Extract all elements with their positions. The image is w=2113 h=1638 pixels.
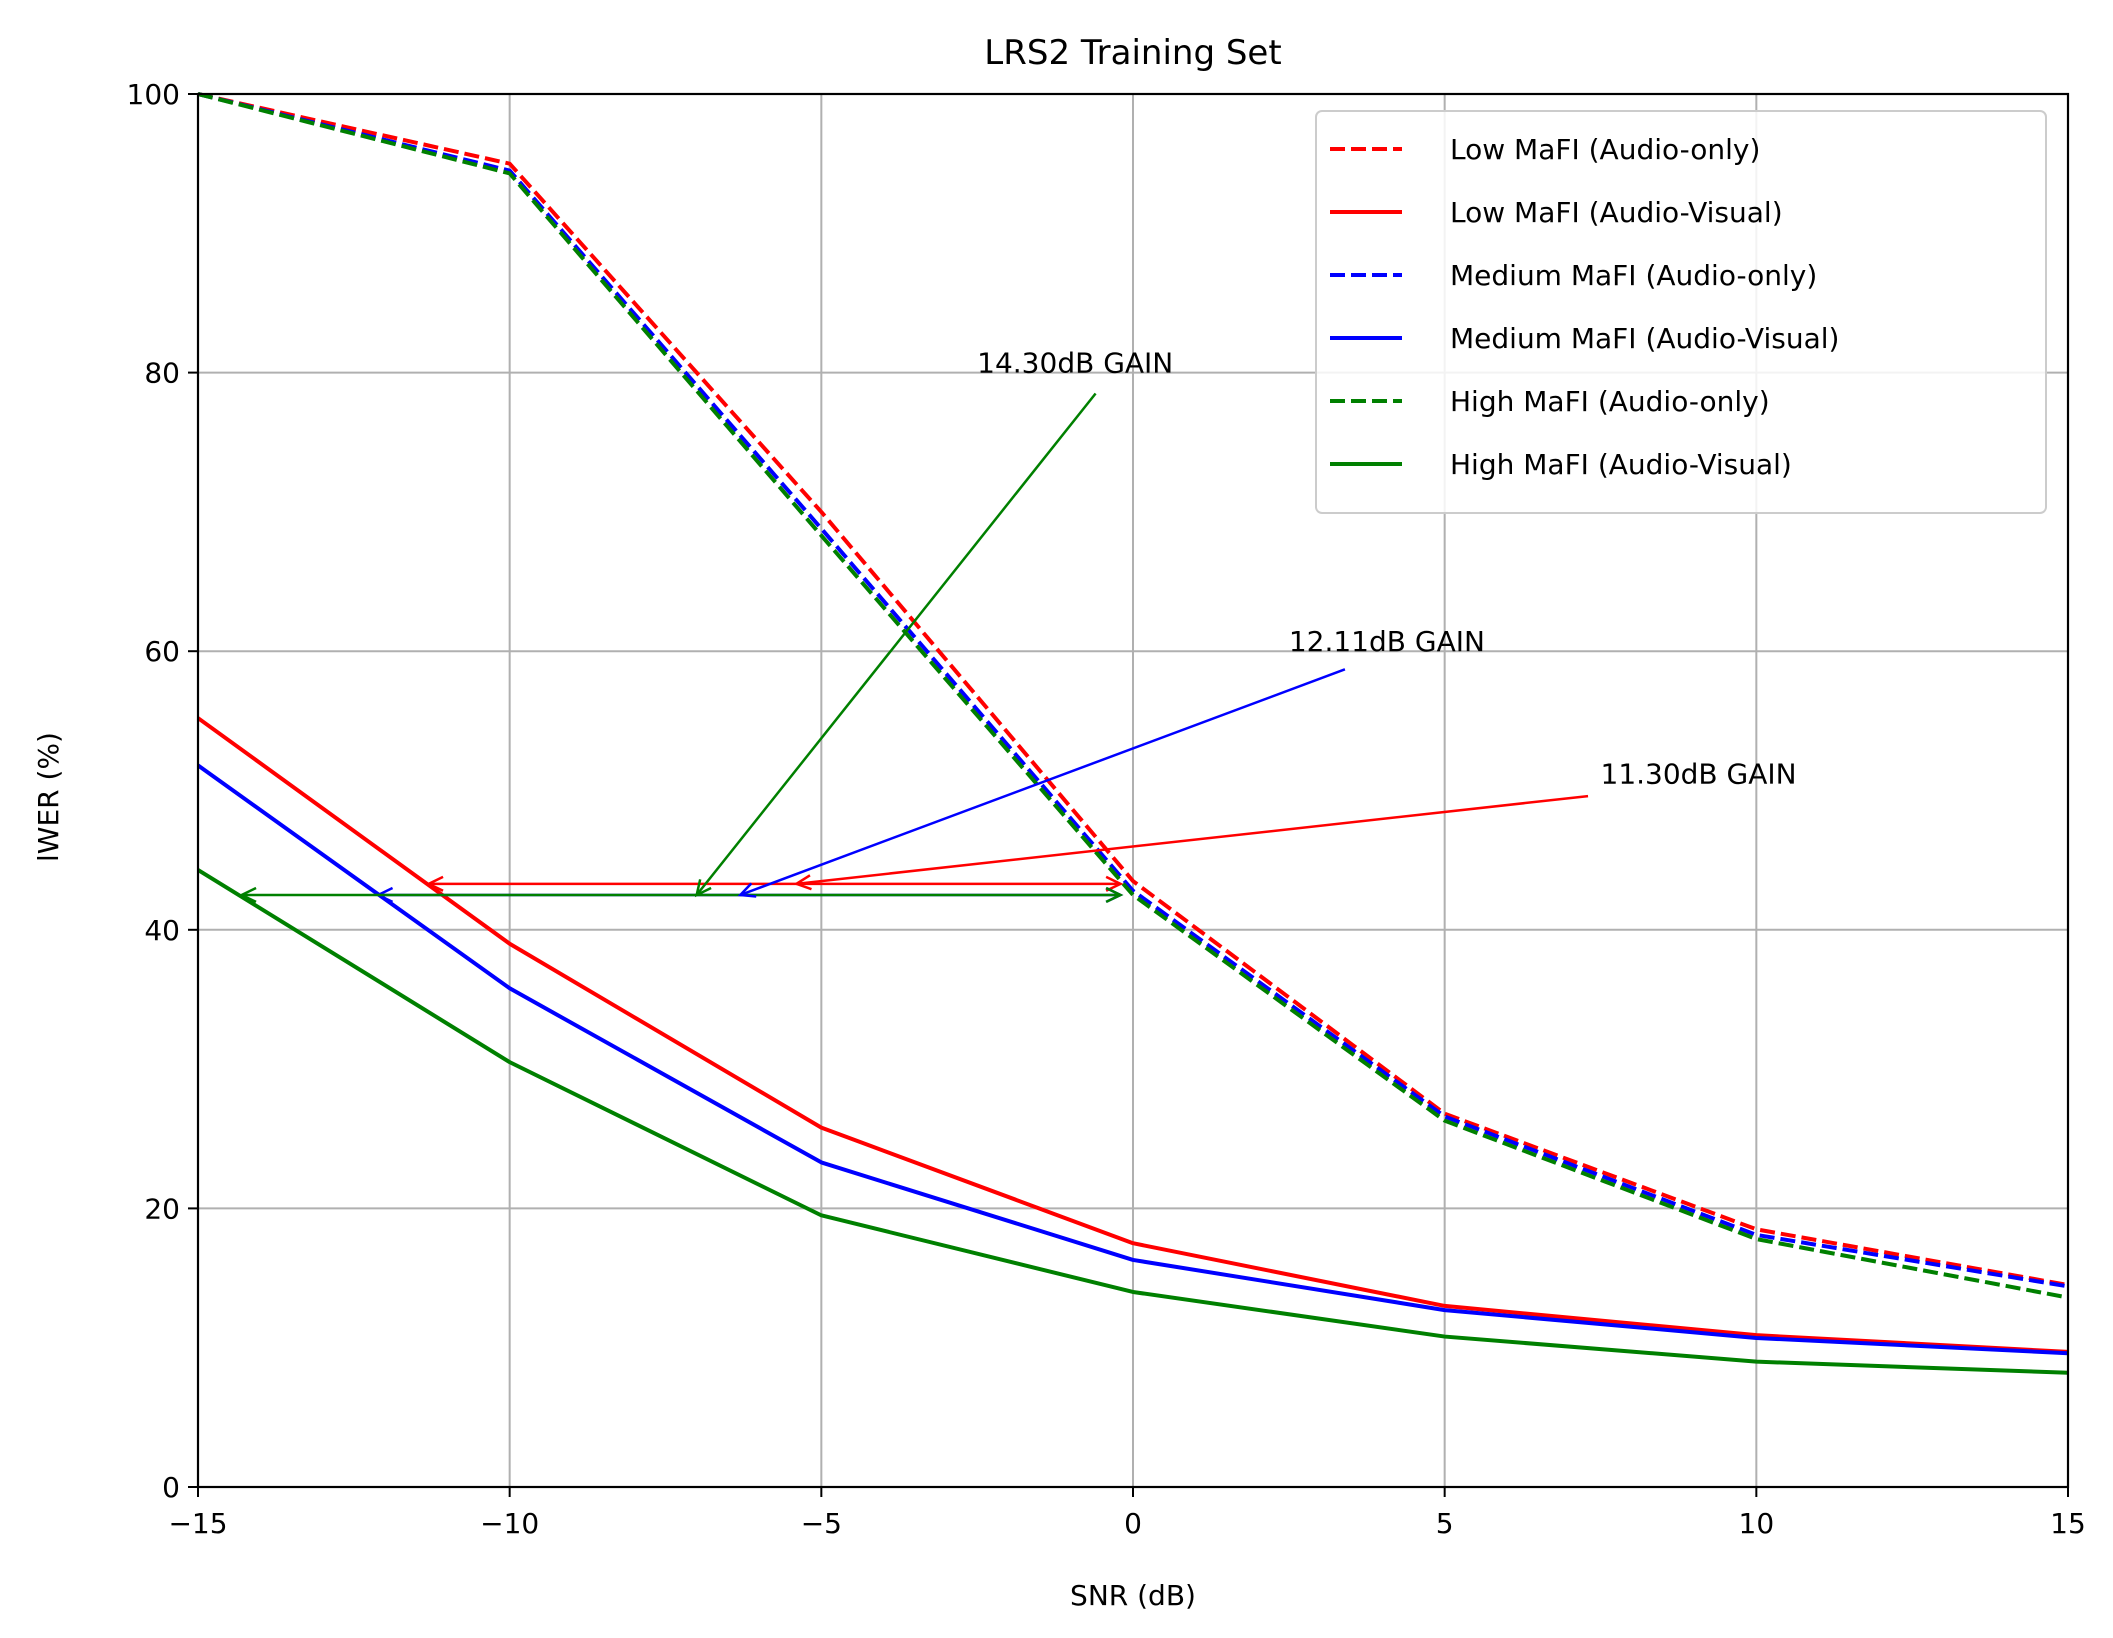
x-tick-label: 5 (1436, 1507, 1454, 1540)
annotation-pointer-line (695, 392, 1097, 896)
annotation-arrowhead (793, 874, 812, 891)
chart-title: LRS2 Training Set (984, 33, 1281, 73)
axis-ticks: −15 −10 −5 0 5 10 15 0 20 40 60 80 100 (127, 78, 2086, 1540)
legend-label-high-mafi-audio-visual: High MaFI (Audio-Visual) (1450, 448, 1792, 481)
x-tick-label: −5 (801, 1507, 842, 1540)
series-line-low-mafi-audio-only (197, 92, 2069, 1287)
legend-label-low-mafi-audio-only: Low MaFI (Audio-only) (1450, 133, 1760, 166)
legend-box (1315, 110, 2047, 514)
y-axis-label: lWER (%) (32, 732, 65, 862)
legend-label-low-mafi-audio-visual: Low MaFI (Audio-Visual) (1450, 196, 1783, 229)
annotation-label: 12.11dB GAIN (1289, 625, 1485, 658)
annotation-arrowhead (694, 879, 712, 898)
x-tick-label: −10 (480, 1507, 539, 1540)
gain-arrowhead (425, 875, 444, 892)
y-tick-label: 40 (144, 914, 180, 947)
gain-arrowhead (1105, 886, 1124, 904)
series-line-high-mafi-audio-visual (196, 868, 2069, 1375)
annotations: 14.30dB GAIN 12.11dB GAIN 11.30dB GAIN (238, 347, 1797, 904)
gain-arrowhead (1105, 875, 1124, 892)
annotation-pointer-line (739, 668, 1346, 897)
x-axis-label: SNR (dB) (1070, 1579, 1196, 1612)
x-tick-label: 10 (1739, 1507, 1775, 1540)
y-tick-label: 100 (127, 78, 180, 111)
legend-label-high-mafi-audio-only: High MaFI (Audio-only) (1450, 385, 1770, 418)
series-line-medium-mafi-audio-only (197, 92, 2069, 1289)
annotation-arrowhead (737, 882, 757, 898)
legend-label-medium-mafi-audio-only: Medium MaFI (Audio-only) (1450, 259, 1817, 292)
x-tick-label: 0 (1124, 1507, 1142, 1540)
legend-label-medium-mafi-audio-visual: Medium MaFI (Audio-Visual) (1450, 322, 1839, 355)
series-line-medium-mafi-audio-visual (196, 763, 2069, 1356)
y-tick-label: 60 (144, 635, 180, 668)
annotation-pointer-line (796, 794, 1589, 886)
annotation-label: 14.30dB GAIN (977, 347, 1173, 380)
y-tick-label: 80 (144, 357, 180, 390)
y-tick-label: 0 (162, 1471, 180, 1504)
series-line-high-mafi-audio-only (197, 92, 2069, 1300)
x-tick-label: −15 (168, 1507, 227, 1540)
gain-arrowhead (238, 886, 257, 904)
y-tick-label: 20 (144, 1192, 180, 1225)
annotation-label: 11.30dB GAIN (1601, 758, 1797, 791)
series-lines (196, 92, 2069, 1375)
x-tick-label: 15 (2050, 1507, 2086, 1540)
series-line-low-mafi-audio-visual (196, 716, 2069, 1354)
legend: Low MaFI (Audio-only) Low MaFI (Audio-Vis… (1315, 110, 2047, 514)
